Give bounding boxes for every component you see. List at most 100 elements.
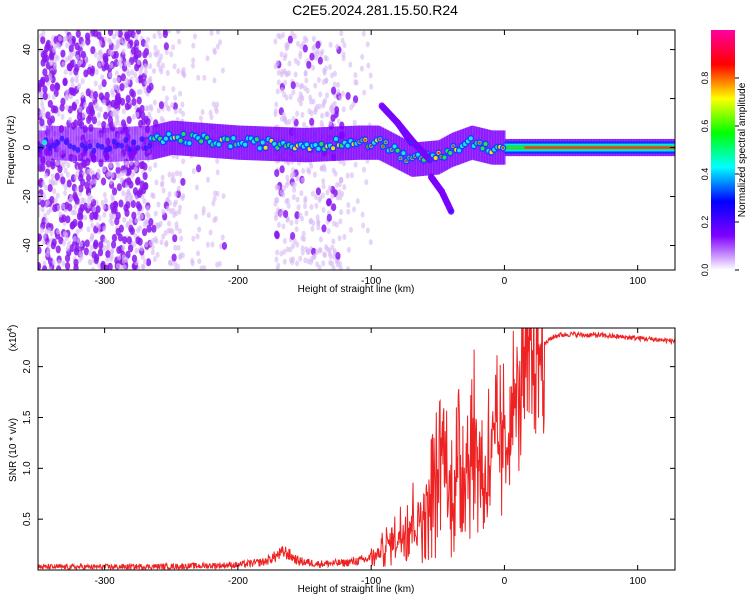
y-tick-label: 0	[22, 144, 33, 150]
noise-mark	[74, 244, 80, 253]
band-blob-core	[216, 142, 221, 147]
noise-mark	[112, 33, 117, 40]
noise-mark	[171, 86, 176, 93]
x-tick-label: -300	[95, 276, 115, 287]
noise-mark	[150, 249, 155, 256]
noise-mark	[151, 224, 157, 233]
noise-mark	[38, 205, 41, 212]
noise-mark	[295, 81, 300, 88]
noise-mark	[102, 166, 107, 173]
noise-mark	[49, 59, 54, 66]
noise-mark	[62, 240, 67, 247]
noise-mark	[77, 220, 83, 229]
noise-mark	[131, 113, 136, 120]
noise-mark	[163, 42, 169, 51]
noise-mark	[114, 30, 119, 37]
noise-mark	[345, 172, 350, 179]
noise-mark	[44, 74, 50, 83]
noise-mark	[312, 254, 317, 261]
noise-mark	[125, 222, 130, 229]
noise-mark	[328, 64, 333, 71]
noise-mark	[335, 194, 340, 201]
band-halo	[50, 125, 53, 161]
noise-mark	[274, 231, 280, 240]
noise-mark	[97, 215, 102, 222]
noise-mark	[298, 212, 303, 219]
band-halo	[149, 125, 153, 160]
noise-mark	[144, 80, 149, 87]
band-halo	[84, 127, 87, 162]
noise-mark	[346, 266, 351, 270]
noise-mark	[50, 161, 56, 170]
noise-mark	[80, 78, 85, 85]
y-tick-label: -20	[22, 189, 33, 204]
band-halo	[106, 127, 109, 163]
noise-mark	[326, 228, 331, 235]
snr-y-axis-label: SNR (10 * v/v)	[8, 418, 19, 482]
noise-mark	[112, 84, 117, 91]
noise-mark	[119, 266, 124, 270]
noise-mark	[161, 85, 166, 92]
noise-mark	[116, 60, 121, 67]
noise-mark	[155, 251, 160, 258]
noise-mark	[312, 171, 317, 178]
noise-mark	[51, 46, 56, 53]
noise-mark	[292, 33, 297, 40]
noise-mark	[159, 239, 164, 246]
noise-mark	[150, 243, 155, 250]
noise-mark	[282, 248, 287, 255]
noise-mark	[176, 68, 181, 75]
noise-mark	[348, 61, 353, 68]
band-blob-core	[254, 137, 259, 142]
y-tick-label: 0.5	[22, 512, 33, 526]
noise-mark	[65, 171, 70, 178]
noise-mark	[59, 103, 65, 112]
noise-mark	[94, 102, 99, 109]
band-halo	[469, 126, 472, 161]
noise-mark	[172, 63, 177, 70]
noise-mark	[115, 119, 120, 126]
noise-mark	[107, 37, 112, 44]
noise-mark	[130, 172, 135, 179]
noise-mark	[274, 101, 279, 108]
early-band-blob	[75, 146, 81, 153]
noise-mark	[50, 173, 55, 180]
noise-mark	[290, 81, 296, 90]
noise-mark	[316, 220, 321, 227]
noise-mark	[321, 78, 326, 85]
noise-mark	[77, 162, 84, 171]
noise-mark	[104, 91, 110, 100]
y-tick-label: 40	[22, 44, 33, 56]
band-halo	[71, 126, 74, 161]
noise-mark	[48, 206, 53, 213]
band-blob-core	[263, 145, 268, 150]
noise-mark	[120, 73, 126, 82]
band-blob-core	[257, 146, 262, 151]
noise-mark	[133, 166, 138, 173]
early-band-blob	[147, 142, 153, 149]
noise-mark	[54, 82, 60, 91]
noise-mark	[314, 202, 319, 209]
noise-mark	[94, 68, 99, 75]
noise-mark	[301, 230, 306, 237]
early-band-blob	[59, 135, 65, 142]
noise-mark	[139, 245, 144, 252]
snr-frame	[37, 327, 676, 571]
x-tick-label: 100	[629, 276, 646, 287]
noise-mark	[273, 200, 278, 207]
noise-mark	[145, 258, 152, 267]
noise-mark	[173, 191, 178, 198]
noise-mark	[40, 101, 45, 108]
band-halo	[109, 127, 113, 162]
noise-mark	[326, 198, 333, 207]
noise-mark	[68, 33, 73, 40]
noise-mark	[352, 95, 359, 104]
noise-mark	[276, 79, 281, 86]
noise-mark	[303, 69, 308, 76]
noise-mark	[64, 231, 69, 238]
noise-mark	[211, 200, 216, 207]
band-blob-core	[228, 144, 233, 149]
noise-mark	[158, 101, 165, 110]
colorbar-tick-label: 0.0	[700, 264, 710, 277]
band-blob-core	[483, 141, 488, 146]
